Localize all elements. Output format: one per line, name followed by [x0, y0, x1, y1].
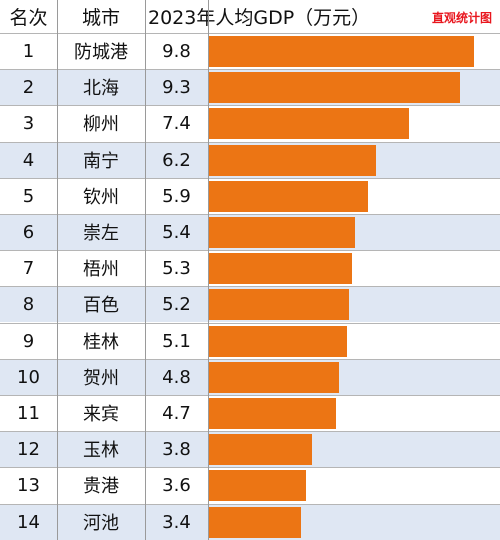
value-label: 5.4: [162, 221, 191, 243]
bar: [209, 217, 355, 248]
rank-cell: 9: [22, 330, 35, 352]
bar: [209, 470, 307, 501]
rank-cell: 11: [17, 402, 40, 424]
rank-cell: 6: [22, 221, 35, 243]
city-cell: 钦州: [83, 187, 119, 208]
city-cell: 防城港: [74, 42, 128, 63]
row-divider: [0, 250, 500, 251]
row-divider: [0, 105, 500, 106]
rank-cell: 14: [17, 511, 40, 533]
value-label: 7.4: [162, 112, 191, 134]
row-divider: [0, 69, 500, 70]
city-cell: 柳州: [83, 114, 119, 135]
city-cell: 河池: [83, 513, 119, 534]
table-row: 3 柳州 7.4: [0, 105, 500, 141]
bar: [209, 72, 461, 103]
table-row: 14 河池 3.4: [0, 504, 500, 540]
bar: [209, 181, 369, 212]
city-cell: 贵港: [83, 476, 119, 497]
table-row: 8 百色 5.2: [0, 286, 500, 322]
bar: [209, 326, 347, 357]
column-divider: [145, 0, 146, 540]
value-label: 3.6: [162, 474, 191, 496]
city-cell: 崇左: [83, 223, 119, 244]
row-divider: [0, 178, 500, 179]
rank-cell: 4: [22, 149, 35, 171]
header-rank: 名次: [9, 7, 48, 29]
city-cell: 百色: [83, 295, 119, 316]
rank-cell: 10: [17, 366, 40, 388]
bar: [209, 507, 301, 538]
value-label: 4.7: [162, 402, 191, 424]
value-label: 5.1: [162, 330, 191, 352]
bar: [209, 36, 474, 67]
column-divider: [208, 0, 209, 540]
rank-cell: 3: [22, 112, 35, 134]
row-divider: [0, 33, 500, 34]
value-label: 6.2: [162, 149, 191, 171]
header-value: 2023年人均GDP（万元）: [148, 7, 371, 29]
brand-label: 直观统计图: [431, 11, 492, 25]
city-cell: 梧州: [83, 259, 119, 280]
value-label: 5.2: [162, 293, 191, 315]
value-label: 5.9: [162, 185, 191, 207]
table-row: 6 崇左 5.4: [0, 214, 500, 250]
table-header: 名次 城市 2023年人均GDP（万元） 直观统计图: [0, 0, 500, 33]
value-label: 3.4: [162, 511, 191, 533]
column-divider: [57, 0, 58, 540]
bar: [209, 145, 377, 176]
rank-cell: 5: [22, 185, 35, 207]
rank-cell: 12: [17, 438, 40, 460]
value-label: 4.8: [162, 366, 191, 388]
table-row: 12 玉林 3.8: [0, 431, 500, 467]
value-label: 5.3: [162, 257, 191, 279]
table-row: 13 贵港 3.6: [0, 467, 500, 503]
bar: [209, 253, 353, 284]
city-cell: 桂林: [83, 332, 119, 353]
row-divider: [0, 504, 500, 505]
city-cell: 贺州: [83, 368, 119, 389]
row-divider: [0, 395, 500, 396]
header-city: 城市: [81, 7, 120, 29]
rank-cell: 13: [17, 474, 40, 496]
row-divider: [0, 431, 500, 432]
city-cell: 玉林: [83, 440, 119, 461]
table-row: 4 南宁 6.2: [0, 142, 500, 178]
city-cell: 南宁: [83, 151, 119, 172]
bar: [209, 108, 409, 139]
table-row: 2 北海 9.3: [0, 69, 500, 105]
rank-cell: 7: [22, 257, 35, 279]
bar: [209, 289, 350, 320]
row-divider: [0, 323, 500, 324]
value-label: 9.3: [162, 76, 191, 98]
bar: [209, 362, 339, 393]
city-cell: 北海: [83, 78, 119, 99]
row-divider: [0, 359, 500, 360]
table-row: 7 梧州 5.3: [0, 250, 500, 286]
bar: [209, 398, 336, 429]
table-row: 11 来宾 4.7: [0, 395, 500, 431]
rank-cell: 1: [22, 40, 35, 62]
bar: [209, 434, 312, 465]
rank-cell: 2: [22, 76, 35, 98]
row-divider: [0, 142, 500, 143]
value-label: 9.8: [162, 40, 191, 62]
value-label: 3.8: [162, 438, 191, 460]
row-divider: [0, 214, 500, 215]
rank-cell: 8: [22, 293, 35, 315]
table-row: 1 防城港 9.8: [0, 33, 500, 69]
city-cell: 来宾: [83, 404, 119, 425]
row-divider: [0, 467, 500, 468]
row-divider: [0, 286, 500, 287]
table-row: 9 桂林 5.1: [0, 323, 500, 359]
table-row: 5 钦州 5.9: [0, 178, 500, 214]
table-row: 10 贺州 4.8: [0, 359, 500, 395]
